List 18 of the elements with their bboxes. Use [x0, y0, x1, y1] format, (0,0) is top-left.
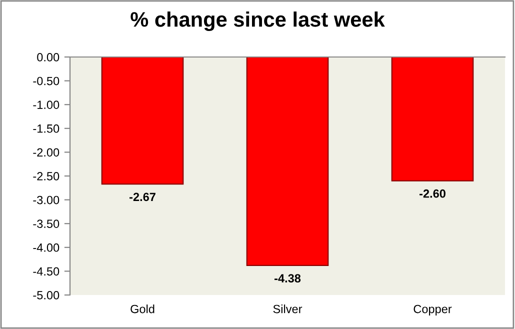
y-tick-label: 0.00 [37, 53, 60, 62]
y-tick-label: -4.00 [33, 243, 60, 252]
x-tick-label: Silver [273, 304, 302, 314]
y-tick-label: -3.00 [33, 196, 60, 204]
y-tick-label: -1.00 [33, 100, 60, 109]
y-tick-label: -0.50 [33, 76, 60, 86]
x-tick-label: Gold [130, 304, 154, 314]
x-tick-label: Copper [414, 304, 452, 316]
data-label: -2.67 [130, 192, 156, 202]
chart-title: % change since last week [130, 12, 385, 32]
y-tick-label: -1.50 [33, 124, 60, 133]
data-label: -2.60 [420, 189, 446, 198]
y-tick-label: -5.00 [33, 291, 60, 300]
data-label: -4.38 [274, 274, 301, 283]
y-tick-label: -3.50 [33, 220, 60, 228]
y-tick-label: -2.00 [33, 148, 60, 157]
y-tick-label: -4.50 [33, 267, 60, 276]
y-tick-label: -2.50 [33, 172, 60, 180]
